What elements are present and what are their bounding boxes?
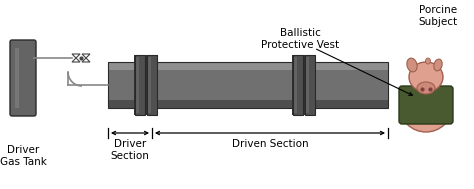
Bar	[293, 55, 303, 115]
Bar	[108, 62, 388, 108]
Bar	[108, 100, 388, 108]
Bar	[15, 48, 19, 108]
Bar	[136, 57, 139, 113]
Bar	[305, 55, 315, 115]
Bar	[108, 62, 388, 70]
Bar	[306, 57, 309, 113]
Ellipse shape	[400, 82, 452, 132]
FancyBboxPatch shape	[10, 40, 36, 116]
Bar	[292, 55, 304, 115]
Bar	[135, 55, 145, 115]
Text: Driver
Section: Driver Section	[110, 139, 149, 161]
Bar	[146, 55, 158, 115]
Ellipse shape	[407, 58, 417, 72]
Ellipse shape	[409, 62, 443, 92]
Bar	[294, 57, 297, 113]
Bar	[134, 55, 146, 115]
Text: Porcine
Subject: Porcine Subject	[419, 5, 457, 27]
Ellipse shape	[434, 59, 442, 71]
Ellipse shape	[417, 82, 435, 94]
Bar	[304, 55, 316, 115]
Bar	[147, 55, 157, 115]
Text: Driven Section: Driven Section	[232, 139, 308, 149]
Bar	[108, 62, 388, 108]
Bar	[148, 57, 151, 113]
FancyBboxPatch shape	[399, 86, 453, 124]
Text: Ballistic
Protective Vest: Ballistic Protective Vest	[261, 28, 339, 50]
Ellipse shape	[426, 58, 430, 64]
Text: Driver
Gas Tank: Driver Gas Tank	[0, 145, 46, 167]
